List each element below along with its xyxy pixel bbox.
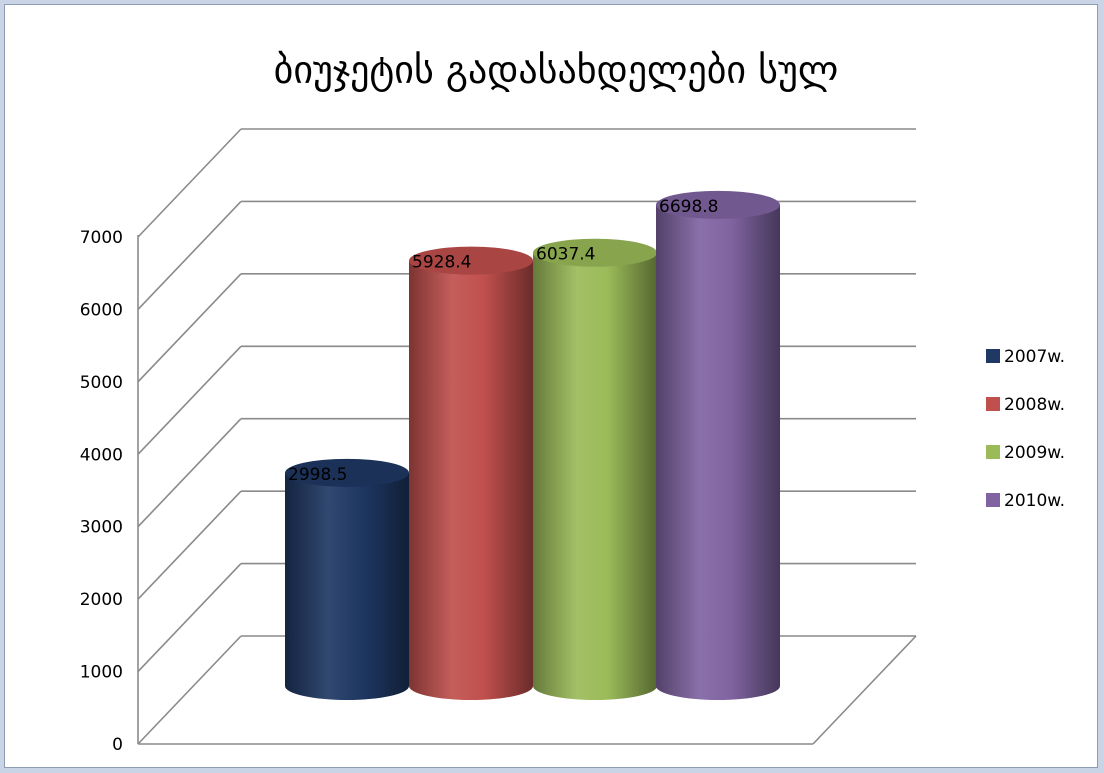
- data-label: 6698.8: [659, 197, 718, 217]
- legend-item: 2009w.: [986, 443, 1065, 463]
- legend-label: 2009w.: [1004, 443, 1065, 463]
- legend-swatch: [986, 493, 1000, 507]
- legend: 2007w. 2008w. 2009w. 2010w.: [986, 347, 1065, 511]
- bar-2009w.: [533, 239, 657, 700]
- legend-label: 2007w.: [1004, 347, 1065, 367]
- bar-body: [409, 261, 533, 700]
- gridline-side: [138, 419, 241, 527]
- gridline-side: [138, 274, 241, 382]
- bar-2010w.: [656, 191, 780, 700]
- data-label: 5928.4: [412, 253, 471, 273]
- chart-title: ბიუჯეტის გადასახდელები სულ: [274, 48, 839, 92]
- y-axis-ticks: 0 1000 2000 3000 4000 5000 6000 7000: [80, 228, 123, 755]
- legend-swatch: [986, 445, 1000, 459]
- y-tick-label: 0: [112, 735, 123, 755]
- gridline-side: [138, 564, 241, 672]
- chart-svg: ბიუჯეტის გადასახდელები სულ 0 1000 2000 3000…: [5, 5, 1099, 769]
- chart-frame: ბიუჯეტის გადასახდელები სულ 0 1000 2000 3000…: [4, 4, 1098, 768]
- gridline-side: [138, 129, 241, 237]
- gridline-side: [138, 346, 241, 454]
- bar-body: [285, 473, 409, 700]
- legend-label: 2008w.: [1004, 395, 1065, 415]
- y-tick-label: 7000: [80, 228, 123, 248]
- bar-layer: [285, 191, 780, 700]
- floor-right-edge: [813, 636, 916, 744]
- legend-item: 2008w.: [986, 395, 1065, 415]
- y-tick-label: 6000: [80, 300, 123, 320]
- legend-swatch: [986, 397, 1000, 411]
- legend-label: 2010w.: [1004, 491, 1065, 511]
- y-tick-label: 4000: [80, 445, 123, 465]
- legend-swatch: [986, 349, 1000, 363]
- y-tick-label: 5000: [80, 373, 123, 393]
- legend-item: 2007w.: [986, 347, 1065, 367]
- data-label: 2998.5: [288, 465, 347, 485]
- y-tick-label: 1000: [80, 663, 123, 683]
- gridline-side: [138, 201, 241, 309]
- data-label: 6037.4: [536, 245, 595, 265]
- gridline-side: [138, 636, 241, 744]
- bar-body: [656, 205, 780, 700]
- y-tick-label: 2000: [80, 590, 123, 610]
- bar-2007w.: [285, 459, 409, 700]
- bar-body: [533, 253, 657, 700]
- gridline-side: [138, 491, 241, 599]
- y-tick-label: 3000: [80, 518, 123, 538]
- legend-item: 2010w.: [986, 491, 1065, 511]
- bar-2008w.: [409, 247, 533, 700]
